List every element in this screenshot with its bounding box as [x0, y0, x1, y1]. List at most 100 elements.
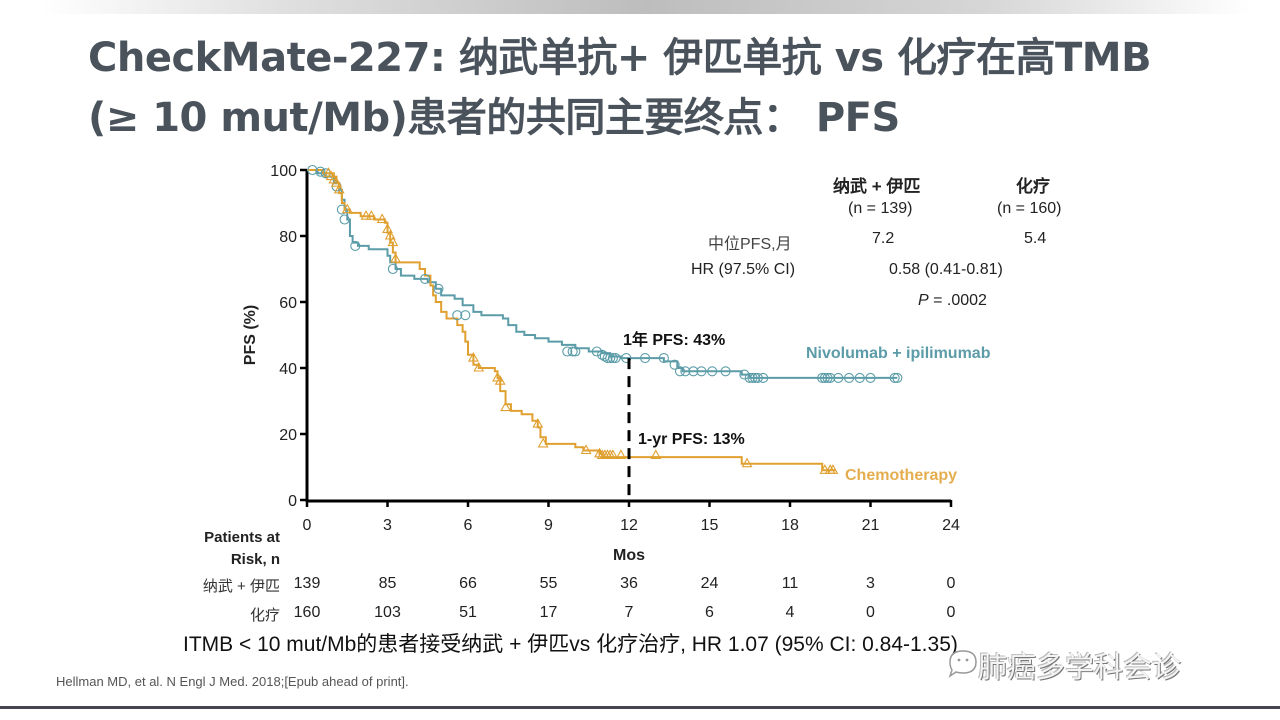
risk-title-line-1: Patients at [204, 529, 280, 546]
censor-mark-nivolumab-ipilimumab [889, 372, 900, 383]
censor-mark-chemotherapy [376, 213, 388, 224]
footnote: ITMB < 10 mut/Mb的患者接受纳武 + 伊匹vs 化疗治疗, HR … [183, 633, 958, 656]
stats-hr-label: HR (97.5% CI) [691, 261, 796, 278]
censor-mark-nivolumab-ipilimumab [658, 353, 669, 364]
risk-cell: 139 [293, 575, 321, 592]
risk-title-line-2: Risk, n [230, 551, 280, 568]
censor-mark-chemotherapy [594, 447, 605, 458]
censor-mark-chemotherapy [650, 449, 662, 460]
stats-hr-value: 0.58 (0.41-0.81) [889, 261, 1003, 278]
censor-mark-chemotherapy [473, 361, 485, 372]
censor-mark-chemotherapy [333, 183, 345, 194]
risk-cell: 103 [374, 604, 401, 621]
censor-mark-chemotherapy [365, 210, 377, 220]
legend-label-chemotherapy: Chemotherapy [845, 467, 957, 484]
censor-mark-nivolumab-ipilimumab [602, 353, 613, 364]
censor-mark-nivolumab-ipilimumab [669, 359, 680, 370]
censor-mark-nivolumab-ipilimumab [452, 310, 463, 321]
censor-mark-chemotherapy [390, 252, 401, 263]
risk-cell: 85 [378, 575, 397, 592]
censor-mark-nivolumab-ipilimumab [819, 372, 830, 383]
censor-mark-nivolumab-ipilimumab [865, 372, 876, 383]
censor-mark-nivolumab-ipilimumab [758, 372, 769, 383]
censor-mark-nivolumab-ipilimumab [707, 366, 718, 377]
stats-p-value: P = .0002 [918, 292, 987, 310]
x-axis-label: Mos [613, 547, 645, 564]
censor-mark-nivolumab-ipilimumab [570, 346, 581, 357]
x-tick-label: 6 [464, 517, 473, 534]
legend-label-nivolumab-ipilimumab: Nivolumab + ipilimumab [806, 345, 991, 362]
censor-mark-chemotherapy [341, 203, 353, 214]
censor-mark-chemotherapy [387, 236, 399, 247]
y-tick-label: 20 [279, 427, 297, 444]
censor-mark-nivolumab-ipilimumab [640, 353, 651, 364]
censor-mark-chemotherapy [500, 401, 512, 412]
censor-mark-nivolumab-ipilimumab [817, 372, 828, 383]
censor-mark-nivolumab-ipilimumab [750, 372, 761, 383]
x-tick-label: 3 [383, 517, 392, 534]
censor-mark-nivolumab-ipilimumab [822, 372, 833, 383]
slide-title: CheckMate-227: 纳武单抗+ 伊匹单抗 vs 化疗在高TMB (≥ … [88, 28, 1238, 148]
risk-table-title: Patients at Risk, n [150, 527, 280, 571]
censor-mark-chemotherapy [360, 210, 372, 220]
censor-mark-nivolumab-ipilimumab [674, 366, 686, 377]
x-tick-label: 12 [620, 517, 638, 534]
censor-mark-chemotherapy [537, 437, 549, 448]
header-gradient-bar [40, 0, 1250, 14]
x-tick-label: 24 [942, 517, 960, 534]
risk-cell: 24 [700, 575, 719, 592]
y-tick-label: 60 [279, 295, 297, 312]
censor-mark-nivolumab-ipilimumab [621, 353, 632, 364]
censor-mark-nivolumab-ipilimumab [460, 310, 471, 321]
risk-cell: 11 [781, 575, 799, 592]
censor-mark-chemotherapy [532, 417, 544, 428]
censor-mark-nivolumab-ipilimumab [610, 353, 621, 364]
stats-col2-n: (n = 160) [997, 200, 1062, 217]
wechat-icon [948, 650, 977, 678]
x-tick-label: 21 [862, 517, 880, 534]
censor-mark-nivolumab-ipilimumab [680, 366, 691, 377]
stats-col2-header: 化疗 [1016, 177, 1050, 196]
censor-mark-nivolumab-ipilimumab [752, 372, 763, 383]
censor-mark-nivolumab-ipilimumab [854, 372, 865, 383]
stats-median-label: 中位PFS,月 [708, 236, 792, 253]
risk-cell: 0 [866, 604, 875, 621]
censor-mark-chemotherapy [331, 177, 342, 187]
risk-cell: 0 [946, 575, 956, 592]
risk-row-label: 化疗 [249, 607, 280, 624]
risk-cell: 7 [624, 604, 634, 621]
x-tick-label: 15 [701, 517, 719, 534]
x-tick-label: 0 [303, 517, 312, 534]
censor-mark-nivolumab-ipilimumab [315, 166, 326, 177]
censor-mark-nivolumab-ipilimumab [747, 372, 758, 383]
censor-mark-nivolumab-ipilimumab [825, 372, 836, 383]
citation: Hellman MD, et al. N Engl J Med. 2018;[E… [56, 674, 409, 689]
chart-curves [307, 169, 898, 472]
stats-median-col2: 5.4 [1024, 230, 1047, 247]
censor-mark-nivolumab-ipilimumab [607, 353, 618, 364]
stats-median-col1: 7.2 [872, 230, 895, 247]
chart-annotations: 1年 PFS: 43% 1-yr PFS: 13% [623, 330, 745, 500]
title-line-1: CheckMate-227: 纳武单抗+ 伊匹单抗 vs 化疗在高TMB [88, 35, 1152, 81]
stats-p-label: P [918, 292, 929, 309]
risk-cell: 66 [459, 575, 477, 592]
censor-mark-chemotherapy [741, 457, 753, 468]
risk-cell: 0 [946, 604, 956, 621]
risk-row-label: 纳武 + 伊匹 [202, 578, 280, 595]
stats-col1-n: (n = 139) [848, 200, 913, 217]
censor-mark-chemotherapy [580, 444, 592, 455]
y-tick-label: 40 [279, 361, 297, 378]
censor-mark-nivolumab-ipilimumab [562, 346, 573, 357]
censor-mark-nivolumab-ipilimumab [744, 372, 755, 383]
risk-cell: 55 [539, 575, 558, 592]
censor-mark-chemotherapy [467, 351, 479, 362]
risk-cell: 51 [459, 604, 477, 621]
stats-p-number: = .0002 [928, 292, 987, 309]
risk-cell: 36 [620, 575, 638, 592]
footer-bar [0, 706, 1280, 709]
censor-mark-nivolumab-ipilimumab [336, 204, 347, 215]
annotation-chemo-1yr-pfs: 1-yr PFS: 13% [638, 431, 745, 448]
risk-cell: 4 [785, 604, 795, 621]
censor-mark-nivolumab-ipilimumab [420, 273, 431, 284]
